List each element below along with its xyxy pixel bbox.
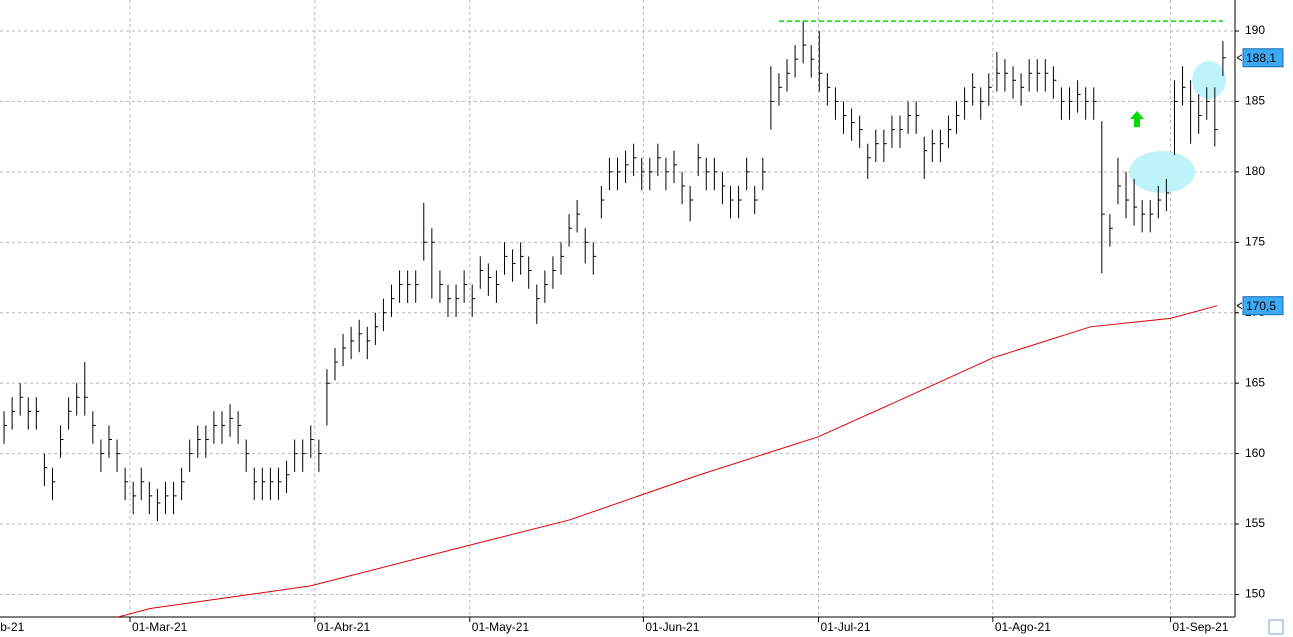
x-tick-label: 01-May-21 [472,620,530,634]
price-label-box [1242,296,1284,316]
y-tick-label: 185 [1245,94,1265,108]
y-tick-label: 160 [1245,446,1265,460]
moving-average [117,305,1218,618]
y-tick-label: 165 [1245,375,1265,389]
price-pointer [1236,302,1243,310]
y-tick-label: 150 [1245,587,1265,601]
highlight [1129,151,1195,193]
price-label-box [1242,48,1284,68]
price-pointer [1236,54,1243,62]
y-tick-label: 155 [1245,516,1265,530]
x-tick-label: 01-Jul-21 [820,620,870,634]
price-label: 170,5 [1246,299,1276,313]
icon[interactable] [1268,619,1284,635]
y-tick-label: 180 [1245,164,1265,178]
x-tick-label: 01-Mar-21 [132,620,188,634]
x-tick-label: 01-Jun-21 [645,620,699,634]
y-tick-label: 175 [1245,234,1265,248]
x-tick-label: 01-Feb-21 [0,620,25,634]
y-tick-label: 190 [1245,23,1265,37]
price-label: 188,1 [1246,51,1276,65]
x-tick-label: 01-Abr-21 [317,620,371,634]
highlight [1192,61,1226,99]
x-tick-label: 01-Sep-21 [1172,620,1228,634]
x-tick-label: 01-Ago-21 [995,620,1051,634]
arrow [1130,111,1144,127]
